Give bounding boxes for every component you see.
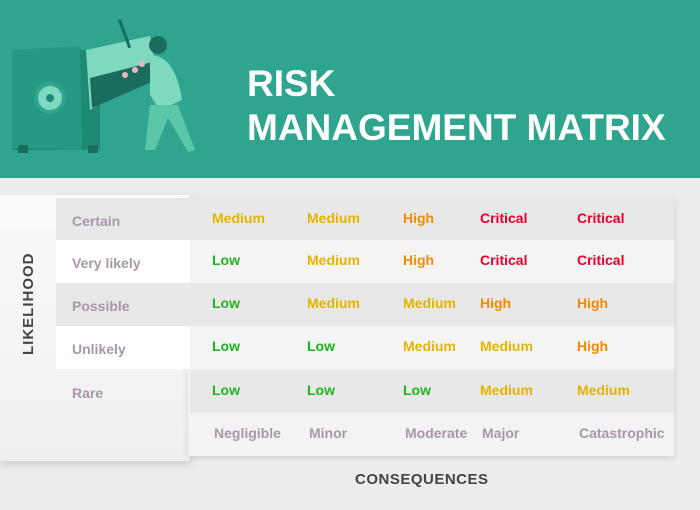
- consequence-label: Minor: [309, 425, 348, 441]
- risk-cell: Medium: [212, 210, 265, 226]
- risk-cell: Low: [212, 252, 240, 268]
- consequence-label: Negligible: [214, 425, 281, 441]
- title-line-2: MANAGEMENT MATRIX: [247, 107, 666, 148]
- risk-cell: Low: [307, 338, 335, 354]
- risk-cell: Critical: [480, 252, 528, 268]
- likelihood-label: Very likely: [72, 255, 141, 271]
- risk-cell: Medium: [480, 382, 533, 398]
- likelihood-label: Possible: [72, 298, 130, 314]
- safe-illustration: [12, 18, 195, 153]
- risk-cell: High: [480, 295, 512, 311]
- risk-cell: Low: [307, 382, 335, 398]
- risk-cell: High: [577, 338, 609, 354]
- risk-cell: Critical: [480, 210, 528, 226]
- risk-cell: Medium: [577, 382, 630, 398]
- consequence-label: Catastrophic: [579, 425, 665, 441]
- matrix-row: Possible Low Medium Medium High High: [56, 283, 674, 326]
- risk-cell: Critical: [577, 210, 625, 226]
- likelihood-label: Certain: [72, 213, 121, 229]
- matrix-row: Unlikely Low Low Medium Medium High: [56, 326, 674, 369]
- risk-cell: High: [403, 210, 435, 226]
- likelihood-label: Unlikely: [72, 341, 126, 357]
- page-title: RISK MANAGEMENT MATRIX: [247, 62, 666, 150]
- risk-cell: High: [403, 252, 435, 268]
- likelihood-label: Rare: [72, 385, 104, 401]
- risk-cell: Low: [403, 382, 431, 398]
- risk-cell: Medium: [307, 210, 360, 226]
- risk-cell: Medium: [403, 338, 456, 354]
- risk-cell: Critical: [577, 252, 625, 268]
- matrix-row: Certain Medium Medium High Critical Critical: [56, 198, 674, 241]
- risk-cell: Low: [212, 295, 240, 311]
- likelihood-axis-label: LIKELIHOOD: [20, 252, 37, 356]
- risk-cell: Low: [212, 382, 240, 398]
- risk-cell: Medium: [403, 295, 456, 311]
- risk-cell: Medium: [480, 338, 533, 354]
- risk-cell: Medium: [307, 252, 360, 268]
- header-banner: RISK MANAGEMENT MATRIX: [0, 0, 700, 178]
- matrix-row: Rare Low Low Low Medium Medium: [56, 370, 674, 413]
- consequence-header-row: Negligible Minor Moderate Major Catastrophic: [56, 413, 674, 456]
- matrix-row: Very likely Low Medium High Critical Critical: [56, 240, 674, 283]
- risk-cell: Low: [212, 338, 240, 354]
- title-line-1: RISK: [247, 63, 336, 104]
- risk-cell: Medium: [307, 295, 360, 311]
- consequence-label: Moderate: [405, 425, 468, 441]
- risk-cell: High: [577, 295, 609, 311]
- consequences-axis-label: CONSEQUENCES: [355, 471, 489, 488]
- consequence-label: Major: [482, 425, 520, 441]
